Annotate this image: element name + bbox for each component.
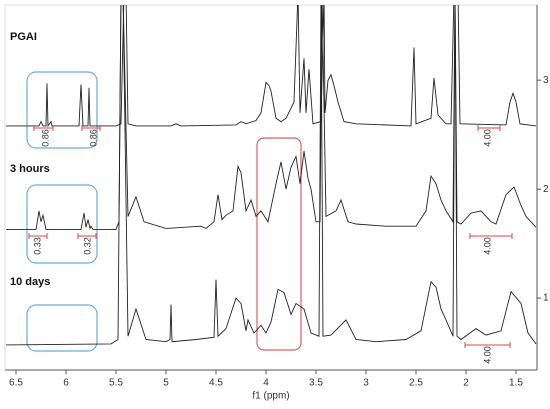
integral-label: 0.33 (32, 237, 42, 255)
integral-label: 0.86 (88, 129, 98, 147)
integral-label: 4.00 (482, 129, 492, 147)
x-axis-label: f1 (ppm) (252, 391, 289, 402)
x-tick-label: 3.5 (309, 378, 323, 389)
integral-label: 0.32 (82, 237, 92, 255)
x-tick-label: 5 (163, 378, 169, 389)
integral-label: 4.00 (482, 346, 492, 364)
x-tick-label: 6.5 (9, 378, 23, 389)
highlight-box (256, 137, 302, 351)
x-tick-label: 4.5 (209, 378, 223, 389)
x-tick-label: 1.5 (509, 378, 523, 389)
highlight-box (26, 304, 98, 352)
spectrum-line (5, 5, 537, 346)
x-tick-label: 4 (263, 378, 269, 389)
spectrum-line (6, 5, 537, 230)
trace-label: 10 days (10, 276, 50, 288)
x-tick-label: 3 (363, 378, 369, 389)
y-tick-label: 2 (543, 184, 549, 195)
highlight-box (26, 184, 98, 264)
x-tick-label: 6 (63, 378, 69, 389)
trace-label: 3 hours (10, 163, 50, 175)
x-tick-label: 2 (463, 378, 469, 389)
traces (5, 5, 537, 346)
x-tick-label: 5.5 (109, 378, 123, 389)
trace-label: PGAI (10, 31, 37, 43)
y-tick-label: 3 (543, 75, 549, 86)
highlight-box (26, 71, 98, 149)
integral-label: 0.86 (40, 129, 50, 147)
spectrum-line (6, 5, 537, 128)
x-tick-label: 2.5 (409, 378, 423, 389)
integral-label: 4.00 (482, 237, 492, 255)
y-tick-label: 1 (543, 293, 549, 304)
